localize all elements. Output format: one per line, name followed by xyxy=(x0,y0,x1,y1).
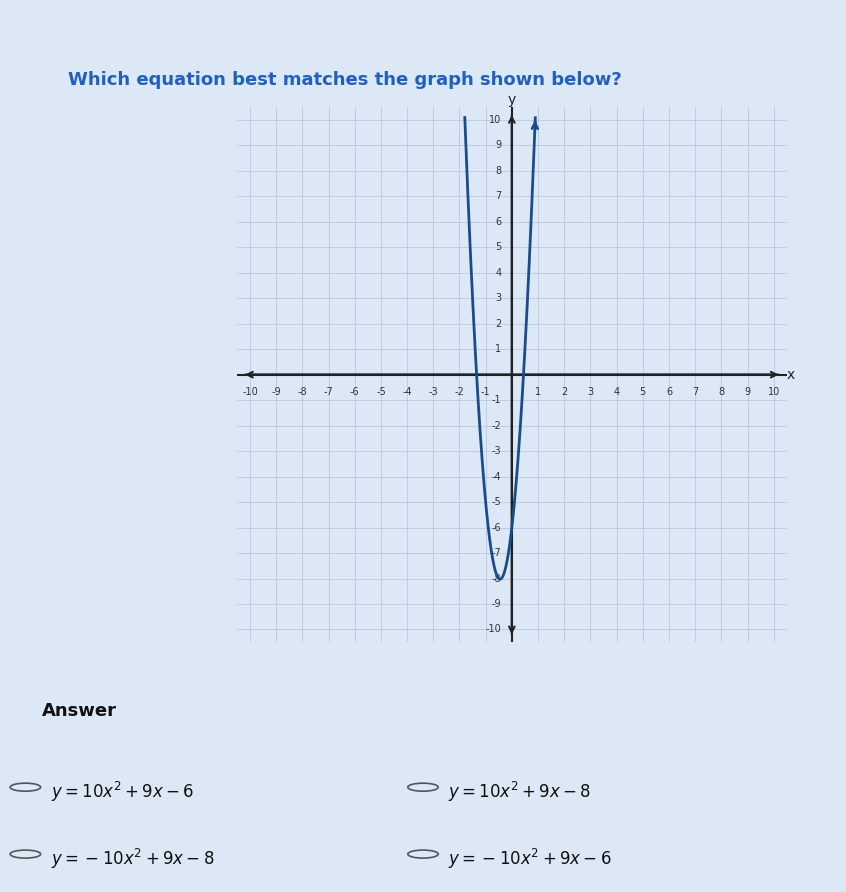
Text: -2: -2 xyxy=(454,387,464,397)
Text: 2: 2 xyxy=(561,387,568,397)
Text: -6: -6 xyxy=(350,387,360,397)
Text: Answer: Answer xyxy=(42,703,118,721)
Text: 5: 5 xyxy=(495,243,502,252)
Text: 4: 4 xyxy=(613,387,619,397)
Text: -5: -5 xyxy=(376,387,386,397)
Text: 1: 1 xyxy=(495,344,502,354)
Text: $y = -10x^2 + 9x - 8$: $y = -10x^2 + 9x - 8$ xyxy=(51,847,214,871)
Text: 10: 10 xyxy=(489,115,502,125)
Text: 1: 1 xyxy=(535,387,541,397)
Text: -3: -3 xyxy=(428,387,438,397)
Text: 7: 7 xyxy=(495,191,502,202)
Text: 2: 2 xyxy=(495,318,502,328)
Text: 6: 6 xyxy=(495,217,502,227)
Text: -9: -9 xyxy=(492,599,502,609)
Text: -4: -4 xyxy=(492,472,502,482)
Text: Which equation best matches the graph shown below?: Which equation best matches the graph sh… xyxy=(68,71,622,89)
Text: -7: -7 xyxy=(324,387,333,397)
Text: x: x xyxy=(787,368,795,382)
Text: -4: -4 xyxy=(403,387,412,397)
Text: -2: -2 xyxy=(492,421,502,431)
Text: -5: -5 xyxy=(492,497,502,507)
Text: 3: 3 xyxy=(495,293,502,303)
Text: 9: 9 xyxy=(744,387,750,397)
Text: 3: 3 xyxy=(587,387,593,397)
Text: $y = 10x^2 + 9x - 8$: $y = 10x^2 + 9x - 8$ xyxy=(448,780,591,804)
Text: 8: 8 xyxy=(495,166,502,176)
Text: -10: -10 xyxy=(486,624,502,634)
Text: 7: 7 xyxy=(692,387,698,397)
Text: -8: -8 xyxy=(492,574,502,583)
Text: -3: -3 xyxy=(492,446,502,456)
Text: 8: 8 xyxy=(718,387,724,397)
Text: 6: 6 xyxy=(666,387,672,397)
Text: 4: 4 xyxy=(495,268,502,277)
Text: y: y xyxy=(508,93,516,107)
Text: -1: -1 xyxy=(492,395,502,405)
Text: 9: 9 xyxy=(495,140,502,150)
Text: $y = 10x^2 + 9x - 6$: $y = 10x^2 + 9x - 6$ xyxy=(51,780,194,804)
Text: -9: -9 xyxy=(272,387,281,397)
Text: 10: 10 xyxy=(767,387,780,397)
Text: $y = -10x^2 + 9x - 6$: $y = -10x^2 + 9x - 6$ xyxy=(448,847,612,871)
Text: -6: -6 xyxy=(492,523,502,533)
Text: 5: 5 xyxy=(640,387,645,397)
Text: -10: -10 xyxy=(242,387,258,397)
Text: -1: -1 xyxy=(481,387,491,397)
Text: -8: -8 xyxy=(298,387,307,397)
Text: -7: -7 xyxy=(492,548,502,558)
